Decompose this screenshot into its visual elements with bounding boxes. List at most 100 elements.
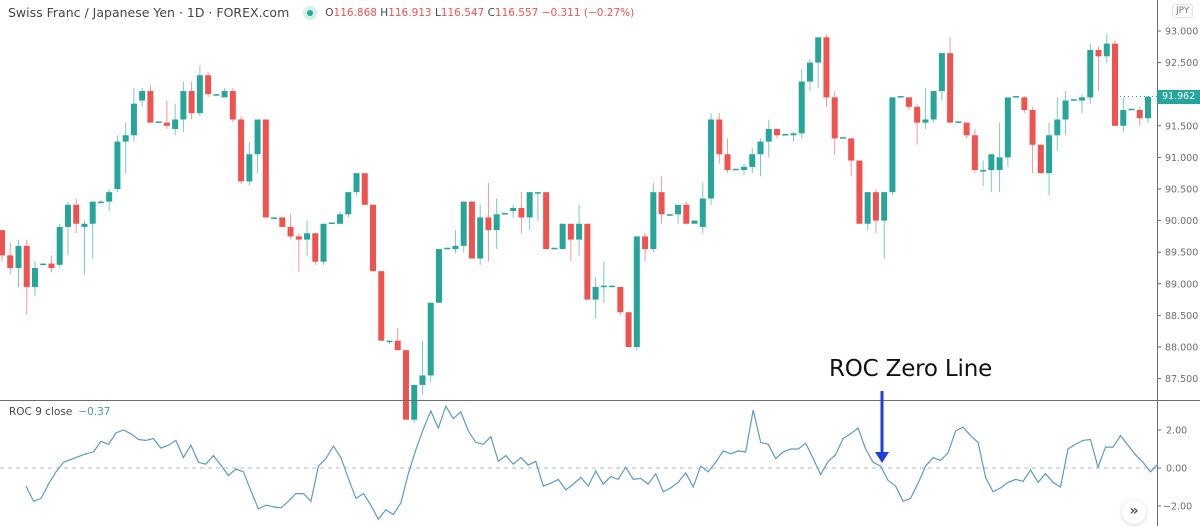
low-value: 116.547 [440,6,485,19]
candle [386,340,393,344]
candle [411,384,418,423]
candle [493,198,500,250]
candle [254,119,261,174]
price-axis-label: 87.500 [1165,374,1198,385]
candle [435,249,442,303]
candle [691,220,698,224]
candle [337,211,344,224]
roc-line [25,404,1159,521]
candle [205,72,212,98]
candle [81,220,88,275]
candle [864,192,871,231]
candle [773,128,780,139]
market-status-icon [303,5,318,20]
candle [427,302,434,382]
candle [40,263,47,266]
candle [1120,97,1127,133]
candle [48,255,55,273]
candle [823,34,830,107]
candle [716,113,723,164]
candle [221,87,228,98]
candle [633,236,640,351]
candle [584,223,591,300]
price-axis-label: 89.000 [1165,279,1198,290]
candle [625,312,632,347]
candle [848,138,855,177]
price-axis-label: 90.500 [1165,185,1198,196]
candle [988,154,995,193]
low-label: L [434,6,441,19]
candle [963,122,970,139]
candle [675,204,682,224]
roc-axis-label: 0.00 [1166,464,1187,475]
candle [1103,34,1110,63]
price-axis[interactable]: 93.00092.50092.00091.50091.00090.50090.0… [1120,0,1198,526]
open-value: 116.868 [333,6,377,19]
candle [914,103,921,145]
candle [188,81,195,120]
candle [1079,94,1086,114]
high-value: 116.913 [388,6,432,19]
candle [576,204,583,256]
candle [518,192,525,234]
candle [905,97,912,110]
candle [551,247,558,250]
candle [889,97,896,196]
candle [312,233,319,265]
candle [1062,91,1069,136]
candle [510,204,517,218]
candle [15,239,22,287]
candle [534,192,541,221]
candle [477,204,484,265]
candle [370,204,377,272]
scroll-to-realtime-button[interactable]: » [1122,500,1146,524]
candle [444,247,451,250]
candle [1037,144,1044,174]
candle [757,138,764,177]
candle [1054,97,1061,152]
price-candles [0,34,1151,423]
candle [765,119,772,158]
symbol-title[interactable]: Swiss Franc / Japanese Yen · 1D · FOREX.… [8,5,290,20]
candle [295,233,302,272]
candle [980,160,987,186]
roc-axis-label: −2.00 [1163,502,1192,513]
candle [130,87,137,142]
candle [452,230,459,254]
candle [122,122,129,174]
currency-badge[interactable]: JPY [1172,4,1194,18]
candle [394,328,401,351]
candle [64,201,71,256]
candle [163,100,170,129]
candle [617,286,624,316]
candle [353,173,360,196]
candle [708,113,715,205]
candle [683,201,690,224]
candle [1145,95,1151,123]
candle [229,87,236,123]
price-axis-label: 90.000 [1165,216,1198,227]
candle [749,147,756,174]
candle [485,182,492,262]
candle [1029,106,1036,174]
candle [881,192,888,259]
price-axis-label: 91.000 [1165,153,1198,164]
candle [930,91,937,123]
candle [658,176,665,224]
symbol-legend[interactable]: Swiss Franc / Japanese Yen · 1D · FOREX.… [8,5,634,20]
candle [56,223,63,268]
candle [196,65,203,117]
roc-legend[interactable]: ROC 9 close −0.37 [9,406,110,418]
candle [526,192,533,231]
candle [947,37,954,123]
candle [328,222,335,224]
candle [180,81,187,133]
roc-pane: 2.00 0.00 −2.00 [0,404,1192,521]
candle [1021,96,1028,114]
candle [798,68,805,139]
candle [699,182,706,234]
candle [872,189,879,234]
candle [320,223,327,265]
candle [567,223,574,262]
